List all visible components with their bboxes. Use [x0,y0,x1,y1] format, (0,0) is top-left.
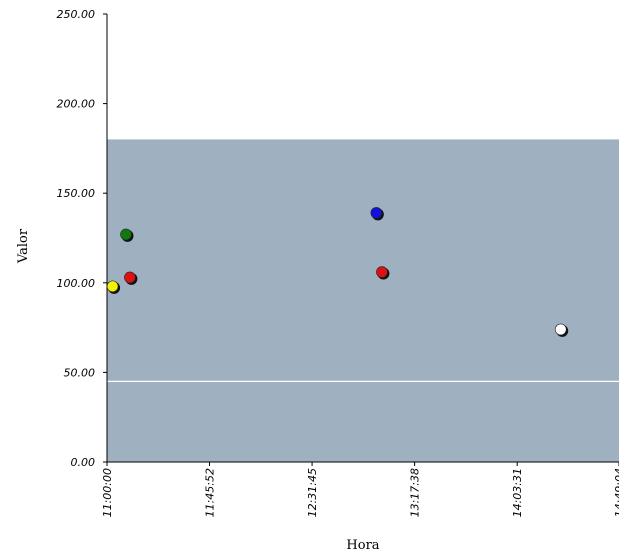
data-point [370,207,383,219]
data-point [106,280,119,293]
x-tick-label: 12:31:45 [306,468,319,517]
y-tick-label: 200.00 [57,98,96,111]
y-tick-label: 100.00 [57,277,96,290]
data-point [376,266,388,278]
y-axis-title: Valor [16,228,31,264]
data-point [120,228,132,241]
x-tick-label: 13:17:38 [409,468,422,517]
band-layer [107,139,619,462]
range-band [107,139,619,462]
y-tick-label: 0.00 [71,456,96,469]
y-tick-label: 50.00 [64,366,96,379]
x-tick-label: 14:03:31 [511,468,524,517]
y-tick-label: 250.00 [57,8,96,21]
points-layer [106,207,569,337]
data-point [554,323,567,336]
x-axis-title: Hora [346,538,379,553]
x-tick-label: 11:00:00 [101,468,114,517]
x-tick-label: 11:45:52 [204,468,217,517]
x-tick-label: 14:49:04 [613,468,619,517]
axes-layer [103,13,619,466]
labels-layer: 0.00 50.00 100.00 150.00 200.00 250.00 11:00:0… [57,8,619,517]
y-tick-label: 150.00 [57,187,96,200]
data-point [124,271,136,284]
